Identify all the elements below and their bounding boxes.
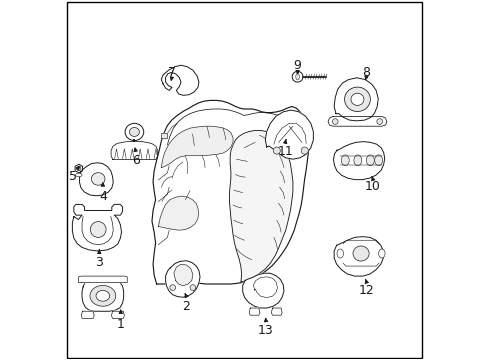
Polygon shape: [161, 126, 233, 167]
Polygon shape: [161, 65, 199, 95]
Ellipse shape: [76, 173, 82, 177]
Polygon shape: [72, 204, 122, 251]
Text: 7: 7: [168, 66, 176, 79]
Ellipse shape: [374, 155, 382, 166]
Ellipse shape: [90, 285, 116, 306]
Ellipse shape: [129, 127, 139, 136]
Ellipse shape: [353, 155, 361, 166]
Circle shape: [332, 119, 337, 125]
Polygon shape: [229, 131, 292, 282]
Ellipse shape: [344, 87, 369, 112]
Circle shape: [292, 71, 303, 82]
Ellipse shape: [352, 246, 368, 261]
Polygon shape: [327, 117, 386, 126]
Circle shape: [90, 222, 106, 237]
Ellipse shape: [295, 73, 299, 80]
Polygon shape: [82, 278, 123, 311]
Text: 9: 9: [293, 59, 301, 72]
Circle shape: [169, 285, 175, 291]
Ellipse shape: [96, 291, 109, 301]
Polygon shape: [80, 163, 113, 196]
Text: 8: 8: [362, 66, 370, 79]
Polygon shape: [78, 276, 127, 283]
Text: 3: 3: [95, 256, 103, 269]
Polygon shape: [265, 110, 313, 159]
Polygon shape: [111, 311, 124, 319]
Ellipse shape: [91, 173, 105, 185]
Ellipse shape: [378, 249, 384, 258]
Text: 1: 1: [117, 318, 124, 331]
Polygon shape: [271, 308, 282, 315]
Text: 10: 10: [364, 180, 380, 193]
Circle shape: [273, 147, 280, 154]
Text: 6: 6: [132, 154, 140, 167]
Text: 12: 12: [358, 284, 373, 297]
Text: 11: 11: [277, 145, 293, 158]
Ellipse shape: [125, 123, 143, 140]
Ellipse shape: [350, 93, 363, 105]
Polygon shape: [174, 264, 192, 286]
Text: 13: 13: [258, 324, 273, 337]
Ellipse shape: [336, 249, 343, 258]
Polygon shape: [249, 308, 260, 315]
Text: 2: 2: [182, 300, 190, 313]
Polygon shape: [161, 133, 167, 138]
Circle shape: [301, 147, 308, 154]
Polygon shape: [75, 164, 82, 173]
Circle shape: [77, 166, 81, 171]
Polygon shape: [242, 273, 284, 308]
Polygon shape: [333, 237, 383, 276]
Circle shape: [190, 285, 195, 291]
Polygon shape: [81, 311, 94, 319]
Ellipse shape: [366, 155, 373, 166]
Text: 5: 5: [69, 170, 77, 183]
Ellipse shape: [341, 155, 348, 166]
Polygon shape: [165, 261, 200, 297]
Polygon shape: [152, 100, 308, 284]
Text: 4: 4: [99, 190, 106, 203]
Polygon shape: [333, 141, 384, 180]
Polygon shape: [158, 196, 198, 230]
Polygon shape: [333, 78, 378, 121]
Circle shape: [376, 119, 382, 125]
